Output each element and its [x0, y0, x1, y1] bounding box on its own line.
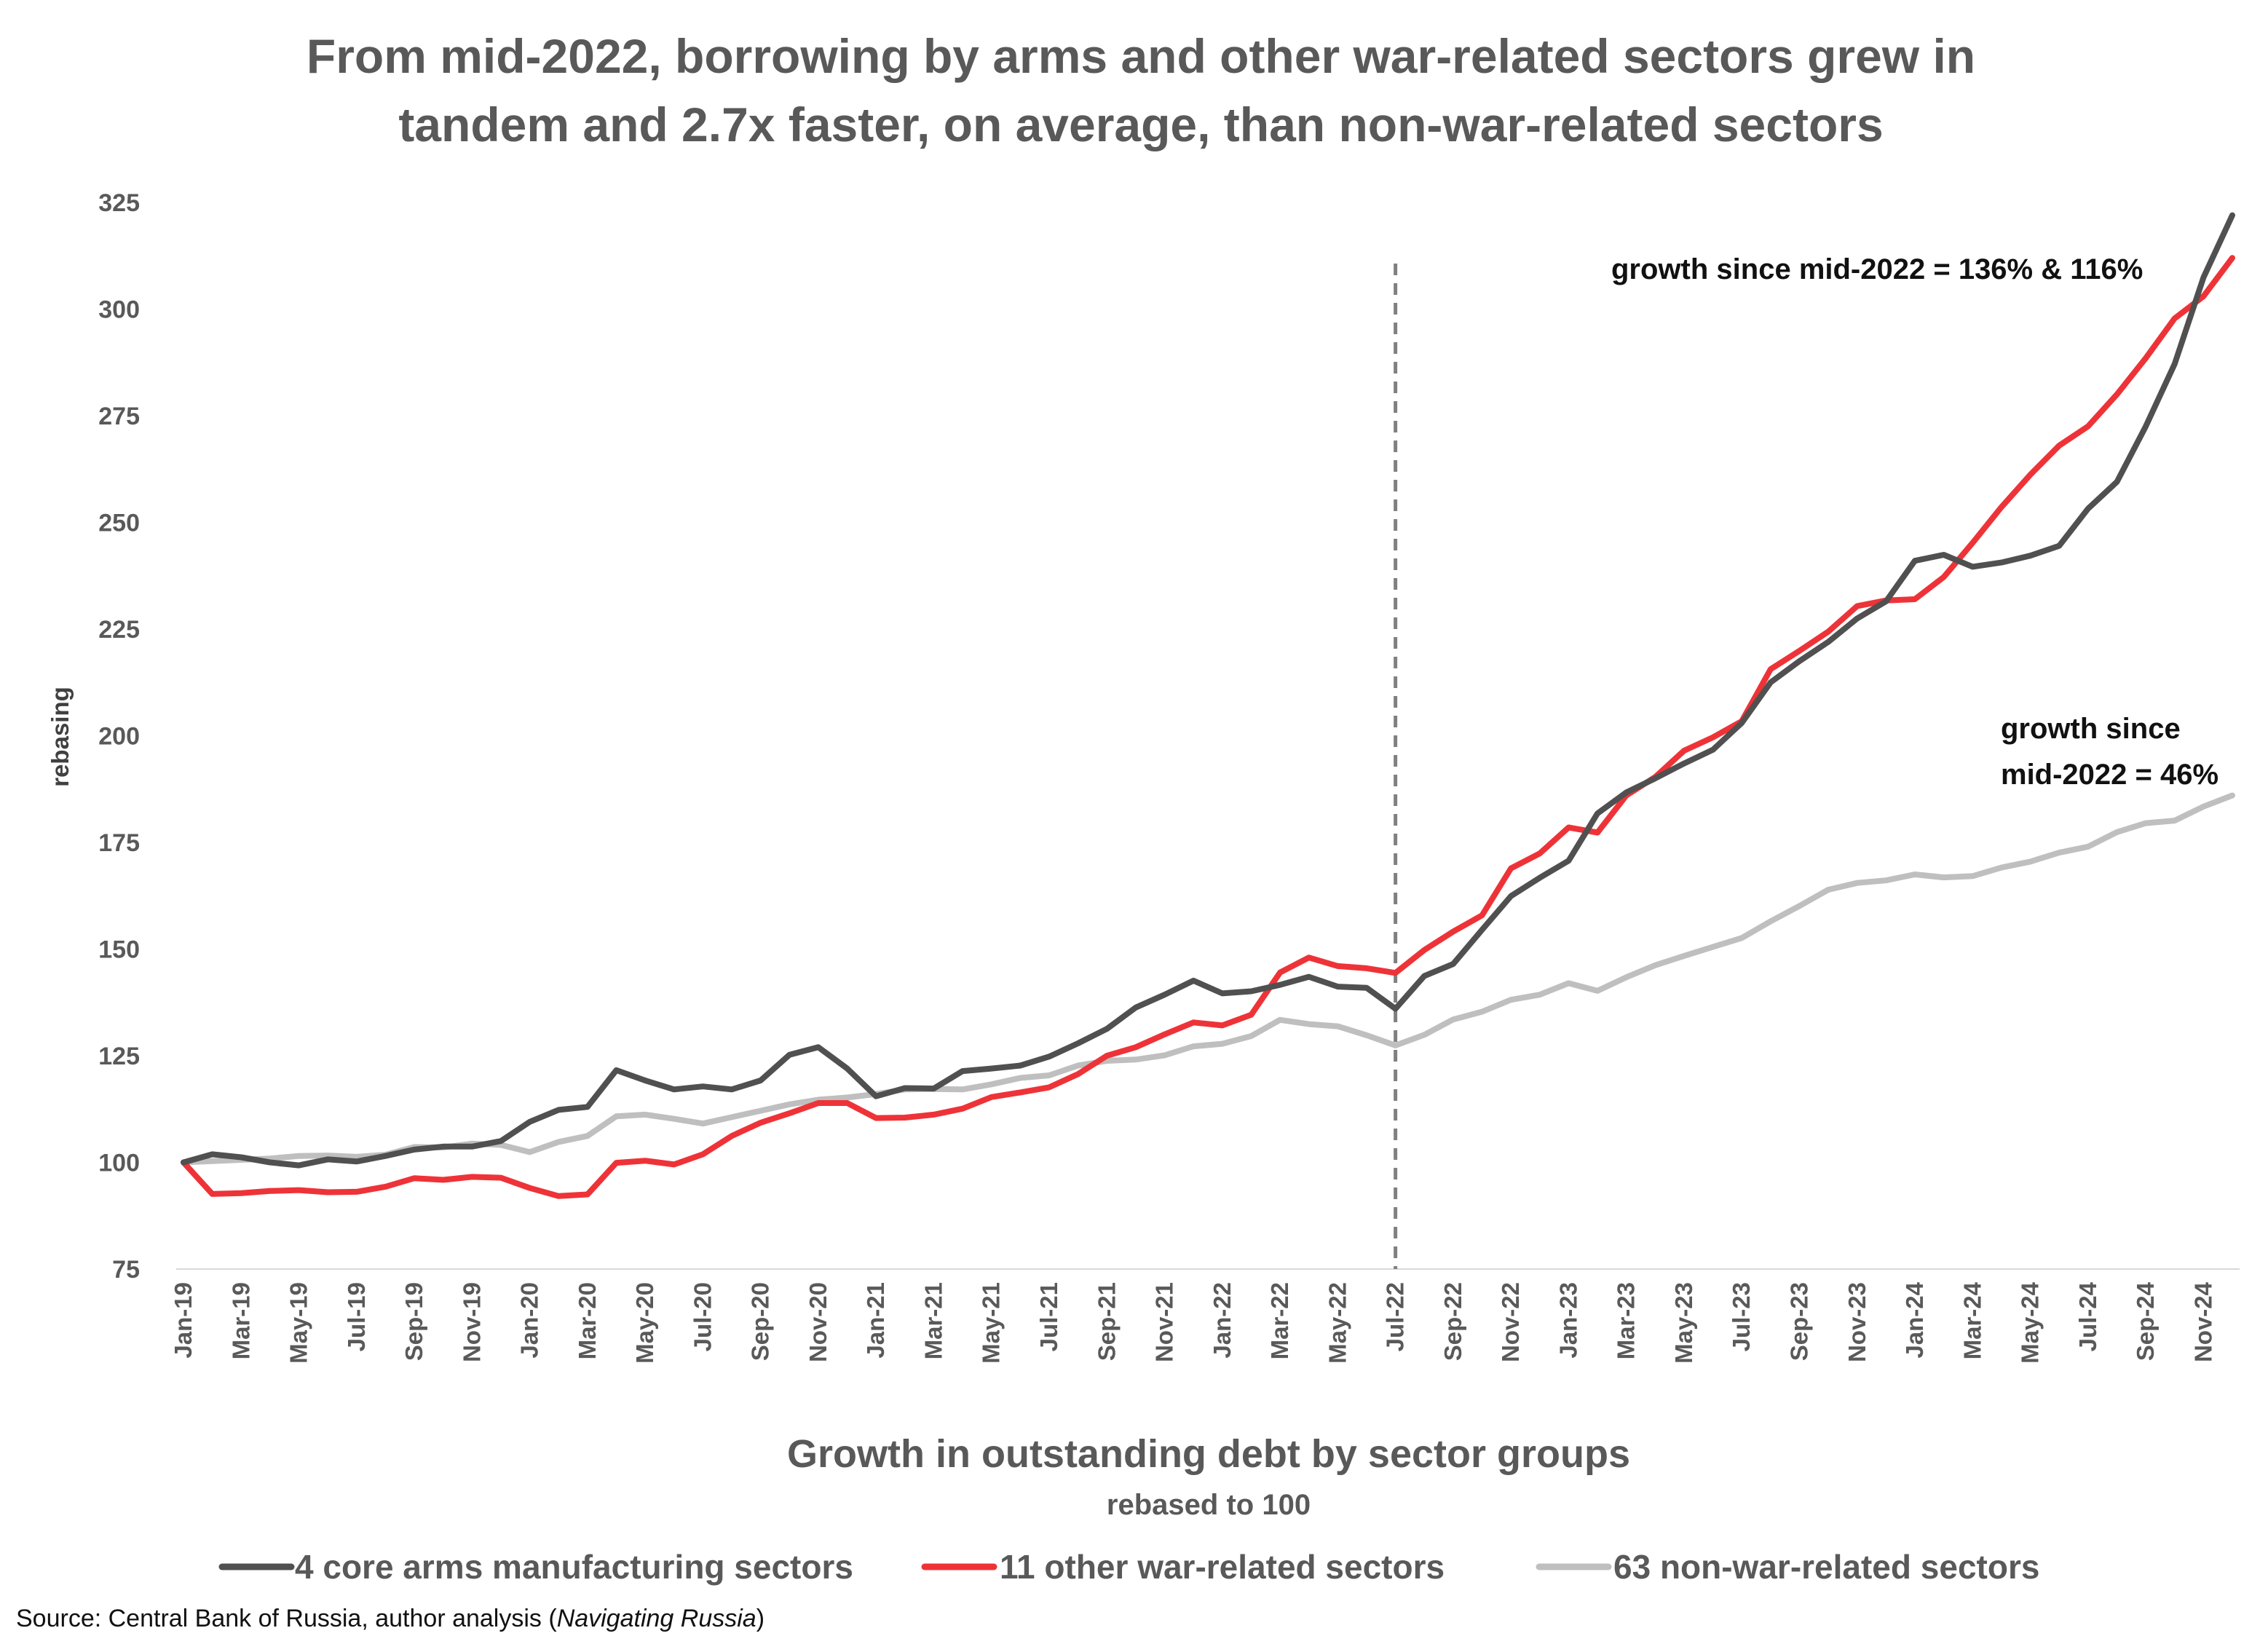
- x-tick-label: Mar-24: [1959, 1281, 1986, 1359]
- y-axis-label: rebasing: [47, 687, 74, 787]
- x-tick-label: Sep-23: [1785, 1282, 1812, 1361]
- annotation-war-growth: growth since mid-2022 = 136% & 116%: [1611, 253, 2143, 285]
- series-war-related-line: [181, 255, 2235, 1199]
- x-tick-label: Sep-20: [747, 1282, 774, 1361]
- y-tick-label: 250: [98, 510, 140, 537]
- x-tick-label: Mar-23: [1613, 1282, 1640, 1359]
- x-tick-label: May-19: [285, 1282, 312, 1364]
- x-tick-label: Nov-19: [458, 1282, 485, 1362]
- annotation-nonwar-growth-line-2: mid-2022 = 46%: [2001, 759, 2218, 791]
- x-tick-label: Jul-24: [2074, 1281, 2101, 1351]
- y-tick-label: 325: [98, 189, 140, 217]
- chart-title-line-1: From mid-2022, borrowing by arms and oth…: [307, 29, 1975, 83]
- x-tick-label: May-21: [978, 1282, 1005, 1364]
- legend-label-core-arms: 4 core arms manufacturing sectors: [295, 1548, 853, 1586]
- x-tick-label: Mar-19: [227, 1282, 254, 1359]
- source-note-prefix: Source: Central Bank of Russia, author a…: [16, 1605, 557, 1632]
- chart-title-line-2: tandem and 2.7x faster, on average, than…: [398, 98, 1883, 151]
- x-tick-label: Jan-20: [516, 1282, 543, 1359]
- x-tick-label: Sep-24: [2132, 1281, 2159, 1361]
- x-tick-label: Mar-22: [1266, 1282, 1293, 1359]
- y-tick-label: 75: [112, 1256, 140, 1284]
- x-tick-label: May-22: [1324, 1282, 1351, 1364]
- source-note: Source: Central Bank of Russia, author a…: [16, 1605, 764, 1632]
- x-tick-label: Nov-20: [805, 1282, 831, 1362]
- x-tick-label: Jul-21: [1035, 1282, 1062, 1351]
- series-lines: [181, 212, 2235, 1199]
- x-tick-label: Jul-19: [343, 1282, 370, 1351]
- source-note-publication: Navigating Russia: [557, 1605, 756, 1632]
- y-tick-label: 100: [98, 1150, 140, 1177]
- x-axis-ticks: Jan-19 Mar-19 May-19 Jul-19 Sep-19 Nov-19 Jan-…: [170, 1281, 2216, 1364]
- series-non-war-line: [181, 792, 2235, 1166]
- x-axis-sublabel: rebased to 100: [1107, 1489, 1311, 1521]
- y-tick-label: 200: [98, 723, 140, 751]
- x-tick-label: Sep-22: [1439, 1282, 1466, 1361]
- x-tick-label: Jul-22: [1382, 1282, 1409, 1351]
- y-tick-label: 125: [98, 1043, 140, 1070]
- x-tick-label: Jan-19: [170, 1282, 197, 1359]
- source-note-suffix: ): [756, 1605, 764, 1632]
- annotation-nonwar-growth-line-1: growth since: [2001, 713, 2181, 745]
- x-tick-label: Nov-23: [1844, 1282, 1870, 1362]
- x-tick-label: Mar-21: [920, 1282, 947, 1359]
- y-tick-label: 175: [98, 829, 140, 857]
- y-tick-label: 300: [98, 296, 140, 324]
- x-tick-label: Nov-22: [1497, 1282, 1524, 1362]
- x-tick-label: May-20: [631, 1282, 658, 1364]
- x-tick-label: Nov-21: [1151, 1282, 1178, 1362]
- y-tick-label: 275: [98, 403, 140, 430]
- x-tick-label: Sep-19: [400, 1282, 427, 1361]
- legend-label-war-related: 11 other war-related sectors: [1000, 1548, 1445, 1586]
- x-tick-label: Jul-20: [689, 1282, 716, 1351]
- y-axis-ticks: 75 100 125 150 175 200 225 250 275 300 325: [98, 189, 140, 1284]
- y-tick-label: 150: [98, 936, 140, 964]
- x-tick-label: Jan-22: [1209, 1282, 1236, 1359]
- legend-label-non-war: 63 non-war-related sectors: [1613, 1548, 2039, 1586]
- x-tick-label: Mar-20: [574, 1282, 601, 1359]
- x-tick-label: Jan-23: [1554, 1282, 1581, 1359]
- legend: 4 core arms manufacturing sectors 11 oth…: [218, 1548, 2039, 1586]
- x-tick-label: Jan-21: [862, 1282, 889, 1359]
- x-tick-label: May-23: [1670, 1282, 1697, 1364]
- y-tick-label: 225: [98, 616, 140, 644]
- x-axis-label: Growth in outstanding debt by sector gro…: [787, 1432, 1630, 1476]
- x-tick-label: Jul-23: [1728, 1282, 1755, 1351]
- x-tick-label: May-24: [2017, 1281, 2044, 1364]
- series-core-arms-line: [181, 212, 2235, 1169]
- x-tick-label: Jan-24: [1901, 1281, 1928, 1358]
- x-tick-label: Nov-24: [2189, 1281, 2216, 1362]
- x-tick-label: Sep-21: [1093, 1282, 1120, 1361]
